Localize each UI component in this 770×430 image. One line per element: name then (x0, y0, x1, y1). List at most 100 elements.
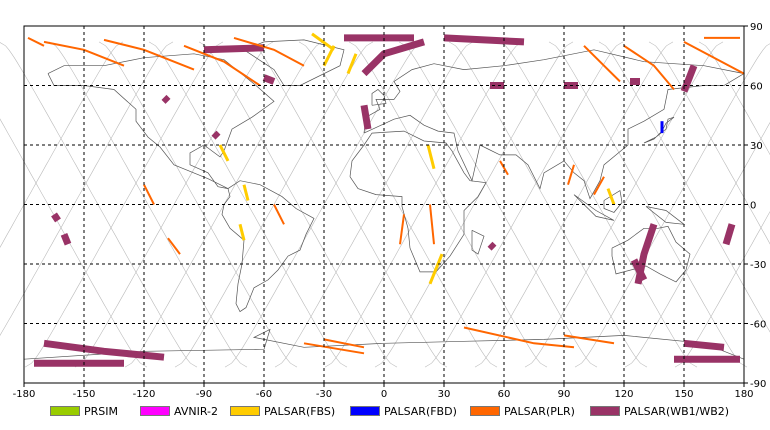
orbit-track (348, 41, 548, 368)
x-tick-label: 120 (614, 389, 633, 400)
wb-swath (262, 74, 276, 85)
wb-swath (680, 64, 698, 93)
orbit-track (198, 41, 398, 368)
x-tick-label: -90 (196, 389, 212, 400)
legend-swatch-avnir2 (140, 406, 170, 416)
plr-track (303, 342, 365, 355)
wb-swath (60, 232, 72, 246)
legend-item-palsar-plr: PALSAR(PLR) (470, 404, 575, 418)
plr-track (323, 338, 365, 349)
legend-swatch-palsar-plr (470, 406, 500, 416)
orbit-track (674, 211, 770, 368)
map-frame (23, 25, 745, 384)
plr-track (183, 44, 261, 87)
x-tick-label: 30 (438, 389, 451, 400)
x-tick-label: -30 (316, 389, 332, 400)
orbit-track (48, 41, 248, 368)
plr-track (233, 36, 305, 67)
wb-swath (683, 339, 725, 351)
x-tick-label: 90 (558, 389, 571, 400)
x-tick-label: -180 (13, 389, 36, 400)
wb-swath (360, 104, 372, 130)
y-tick-label: 30 (750, 141, 763, 152)
plr-track (143, 184, 155, 205)
y-tick-label: 90 (750, 22, 763, 33)
plr-track (499, 160, 509, 176)
plr-track (27, 37, 45, 47)
x-tick-label: 60 (498, 389, 511, 400)
coastline (573, 194, 615, 221)
plr-track (583, 45, 621, 83)
legend-item-palsar-wb: PALSAR(WB1/WB2) (590, 404, 729, 418)
coastline (371, 89, 387, 106)
orbit-track (624, 121, 770, 368)
fbs-swath (311, 32, 335, 52)
legend-swatch-prsim (50, 406, 80, 416)
plr-track (399, 214, 405, 245)
legend-item-palsar-fbs: PALSAR(FBS) (230, 404, 335, 418)
fbs-swath (346, 53, 358, 75)
x-tick-label: -150 (73, 389, 96, 400)
legend-label-palsar-fbd: PALSAR(FBD) (384, 404, 457, 418)
coastline (611, 225, 691, 283)
legend-swatch-palsar-fbd (350, 406, 380, 416)
coastline (363, 49, 745, 200)
x-tick-label: -60 (256, 389, 272, 400)
y-tick-label: -60 (750, 320, 766, 331)
y-tick-label: -90 (750, 379, 766, 390)
legend-label-prsim: PRSIM (84, 404, 118, 418)
observation-swaths (27, 32, 745, 367)
plr-track (167, 237, 181, 255)
latitude-tick-labels: 90 60 30 0 -30 -60 -90 (750, 22, 766, 390)
x-tick-label: 150 (674, 389, 693, 400)
y-tick-label: 60 (750, 82, 763, 93)
legend-swatch-palsar-wb (590, 406, 620, 416)
orbit-track (324, 41, 524, 368)
legend-item-avnir2: AVNIR-2 (140, 404, 218, 418)
y-tick-label: 0 (750, 201, 756, 212)
fbs-swath (322, 45, 336, 67)
orbit-track (698, 41, 770, 156)
x-tick-label: -120 (133, 389, 156, 400)
legend: PRSIM AVNIR-2 PALSAR(FBS) PALSAR(FBD) PA… (0, 400, 770, 422)
coastline (47, 53, 275, 189)
fbs-swath (606, 188, 616, 206)
legend-label-palsar-wb: PALSAR(WB1/WB2) (624, 404, 730, 418)
plr-track (273, 204, 285, 225)
fbs-swath (428, 253, 444, 285)
wb-swath (487, 241, 497, 251)
wb-swath (361, 38, 425, 77)
plr-track (683, 41, 745, 75)
fbs-swath (242, 184, 250, 201)
wb-swath (203, 44, 265, 54)
plr-track (429, 204, 435, 245)
plr-track (567, 164, 575, 185)
x-tick-label: 0 (381, 389, 387, 400)
wb-swath (630, 258, 648, 282)
legend-label-palsar-plr: PALSAR(PLR) (504, 404, 575, 418)
plr-track (593, 176, 605, 196)
y-tick-label: -30 (750, 260, 766, 271)
coastline (23, 328, 745, 360)
coastline (349, 130, 487, 273)
fbs-swath (218, 144, 230, 162)
plr-track (623, 44, 675, 91)
legend-label-avnir2: AVNIR-2 (174, 404, 218, 418)
orbit-track (24, 41, 224, 368)
legend-swatch-palsar-fbs (230, 406, 260, 416)
wb-swath (443, 34, 525, 46)
coastline (471, 229, 485, 255)
x-tick-label: 180 (734, 389, 753, 400)
wb-swath (722, 223, 736, 246)
orbit-track (498, 41, 698, 368)
legend-label-palsar-fbs: PALSAR(FBS) (264, 404, 336, 418)
fbs-swath (426, 144, 436, 170)
plr-track (463, 326, 575, 349)
coastline (603, 190, 623, 213)
plr-track (103, 38, 195, 71)
lat-lon-grid (23, 25, 748, 387)
legend-item-prsim: PRSIM (50, 404, 118, 418)
coastline (645, 206, 686, 225)
plr-track (563, 334, 615, 345)
